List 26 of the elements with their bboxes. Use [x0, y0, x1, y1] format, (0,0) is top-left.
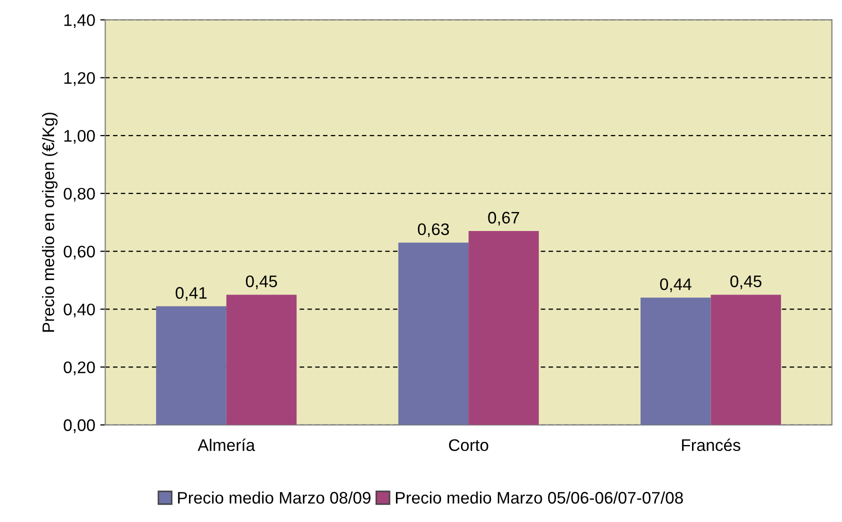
data-label: 0,67	[488, 212, 520, 226]
x-tick-label: Almería	[198, 438, 256, 452]
y-tick-label: 0,00	[64, 419, 95, 434]
bar	[398, 242, 469, 425]
y-tick-label: 1,20	[64, 72, 95, 86]
legend-label: Precio medio Marzo 05/06-06/07-07/08	[396, 491, 683, 504]
y-tick-label: 0,40	[64, 304, 95, 318]
bar	[226, 294, 297, 425]
data-label: 0,44	[660, 278, 692, 292]
bar	[156, 306, 226, 425]
y-axis-title: Precio medio en origen (€/Kg)	[42, 112, 58, 332]
data-label: 0,63	[418, 223, 449, 238]
bar	[468, 231, 539, 425]
y-tick-label: 1,40	[64, 14, 95, 28]
x-tick-label: Francés	[682, 438, 740, 452]
y-tick-label: 0,80	[64, 188, 95, 202]
bar	[640, 298, 711, 425]
data-label: 0,45	[246, 275, 277, 290]
bar	[710, 294, 782, 425]
y-tick-label: 0,20	[64, 361, 95, 376]
x-tick-label: Corto	[449, 439, 488, 452]
y-tick-label: 1,00	[64, 130, 95, 144]
data-label: 0,45	[730, 275, 762, 290]
data-label: 0,41	[176, 287, 207, 301]
legend-label: Precio medio Marzo 08/09	[178, 491, 370, 504]
y-tick-label: 0,60	[64, 246, 95, 260]
